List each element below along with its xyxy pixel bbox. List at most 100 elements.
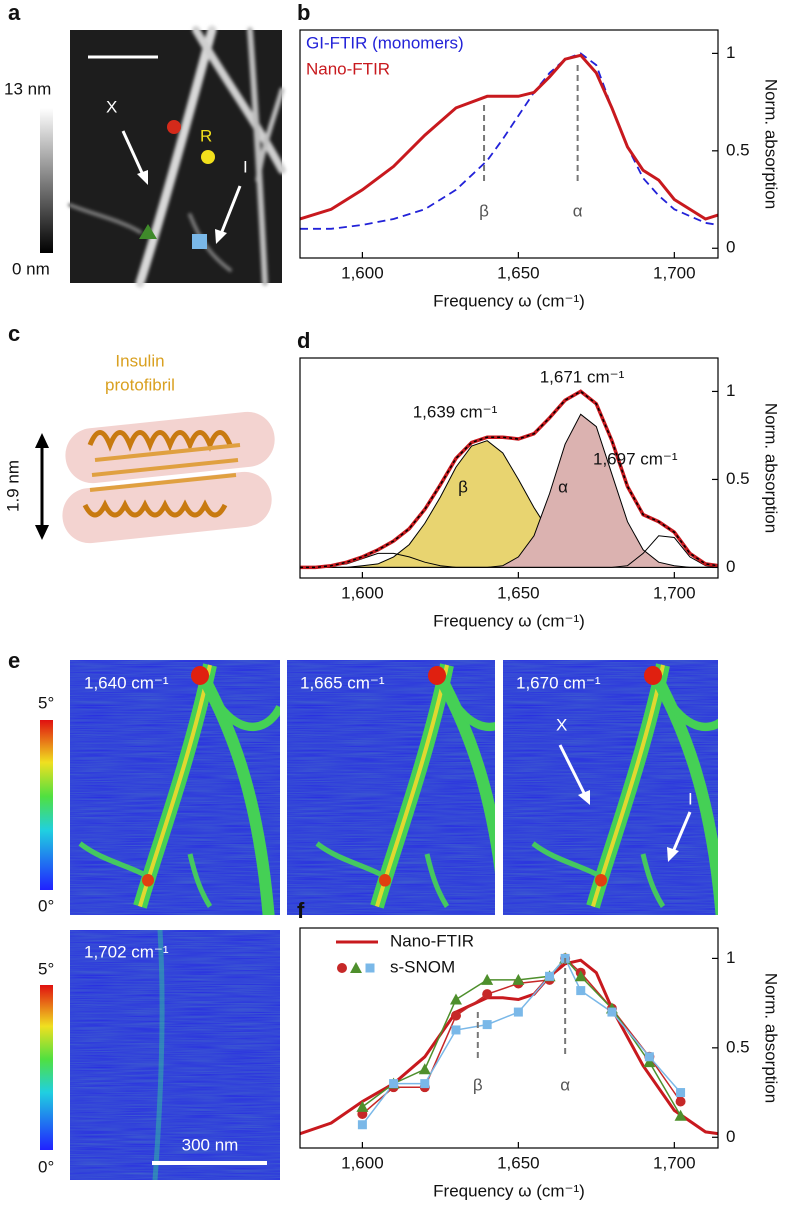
legend-label: Nano-FTIR [306, 59, 390, 78]
marker [337, 963, 347, 973]
legend-label: s-SNOM [390, 957, 455, 976]
series-line [300, 552, 718, 568]
y-tick-label: 0.5 [726, 1037, 750, 1056]
marker [576, 986, 586, 996]
map-label: 1,640 cm⁻¹ [84, 673, 169, 692]
component-area [300, 414, 718, 568]
map [70, 660, 718, 1180]
marker [643, 1056, 656, 1068]
marker [674, 1109, 687, 1121]
marker [513, 1007, 523, 1017]
x-tick-label: 1,650 [497, 263, 540, 282]
marker-label: R [200, 126, 212, 145]
x-tick-label: 1,600 [341, 583, 384, 602]
colorbar-max: 5° [38, 693, 54, 712]
marker [350, 962, 362, 973]
panel-label: b [297, 0, 310, 25]
y-tick-label: 0.5 [726, 140, 750, 159]
arrow-label: X [556, 715, 567, 734]
peak-label: α [573, 201, 583, 220]
marker [607, 1007, 617, 1017]
marker [451, 1025, 461, 1035]
plot-area [300, 52, 718, 230]
marker [365, 963, 375, 973]
y-tick-label: 1 [726, 948, 735, 967]
series-line-overlay [300, 390, 718, 569]
colorbar-min: 0° [38, 1157, 54, 1176]
peak-label: 1,639 cm⁻¹ [413, 402, 498, 421]
peak-label: β [458, 477, 468, 496]
map-label: 1,665 cm⁻¹ [300, 673, 385, 692]
x-tick-label: 1,600 [341, 1153, 384, 1172]
marker-label: I [243, 157, 248, 176]
component-area [300, 440, 718, 568]
plot-frame [299, 927, 719, 1149]
marker [482, 989, 493, 1000]
panel-label: a [8, 0, 21, 25]
y-axis-title: Norm. absorption [762, 973, 781, 1103]
colorbar-max: 13 nm [4, 79, 51, 98]
series-line [300, 53, 718, 221]
x-tick-label: 1,700 [653, 1153, 696, 1172]
series-line [361, 957, 682, 1126]
plot-frame [299, 357, 719, 579]
panel-label: f [297, 898, 305, 923]
arrow-label: I [688, 789, 693, 808]
protofibril-illustration [35, 411, 275, 544]
colorbar-min: 0 nm [12, 259, 50, 278]
peak-label: 1,697 cm⁻¹ [593, 449, 678, 468]
colorbar [40, 108, 53, 253]
x-axis-title: Frequency ω (cm⁻¹) [433, 611, 585, 630]
y-tick-label: 1 [726, 381, 735, 400]
x-tick-label: 1,650 [497, 583, 540, 602]
x-axis-title: Frequency ω (cm⁻¹) [433, 1181, 585, 1200]
marker [482, 1020, 492, 1030]
marker-label: X [106, 97, 117, 116]
colorbar [40, 720, 53, 890]
marker [512, 973, 525, 985]
series-line [300, 52, 718, 230]
y-tick-label: 0 [726, 557, 735, 576]
y-tick-label: 1 [726, 43, 735, 62]
legend-label: GI-FTIR (monomers) [306, 33, 464, 52]
marker [676, 1088, 686, 1098]
marker [481, 973, 494, 985]
marker [418, 1063, 431, 1075]
plot-area [300, 952, 718, 1136]
map-label: 1,702 cm⁻¹ [84, 942, 169, 961]
colorbar [40, 985, 53, 1150]
marker [449, 993, 462, 1005]
marker [574, 970, 587, 982]
peak-label: β [479, 201, 489, 220]
scale-bar-label: 300 nm [182, 1135, 239, 1154]
diagram-title: Insulin [115, 351, 164, 370]
x-tick-label: 1,700 [653, 583, 696, 602]
y-tick-label: 0 [726, 238, 735, 257]
peak-label: β [473, 1075, 483, 1094]
plot-frame [299, 29, 719, 259]
marker [644, 1052, 654, 1062]
marker [545, 971, 555, 981]
afm-image [68, 25, 286, 288]
marker [420, 1079, 430, 1089]
marker [356, 1100, 369, 1112]
colorbar-min: 0° [38, 896, 54, 915]
marker [357, 1120, 367, 1130]
marker [389, 1079, 399, 1089]
panel-label: d [297, 328, 310, 353]
map-label: 1,670 cm⁻¹ [516, 673, 601, 692]
x-tick-label: 1,600 [341, 263, 384, 282]
y-axis-title: Norm. absorption [762, 79, 781, 209]
colorbar-max: 5° [38, 959, 54, 978]
plot-area [300, 389, 718, 570]
y-axis-title: Norm. absorption [762, 403, 781, 533]
y-tick-label: 0.5 [726, 469, 750, 488]
y-tick-label: 0 [726, 1127, 735, 1146]
peak-label: 1,671 cm⁻¹ [540, 367, 625, 386]
x-axis-title: Frequency ω (cm⁻¹) [433, 291, 585, 310]
peak-label: α [558, 477, 568, 496]
panel-label: e [8, 648, 20, 673]
x-tick-label: 1,700 [653, 263, 696, 282]
x-tick-label: 1,650 [497, 1153, 540, 1172]
